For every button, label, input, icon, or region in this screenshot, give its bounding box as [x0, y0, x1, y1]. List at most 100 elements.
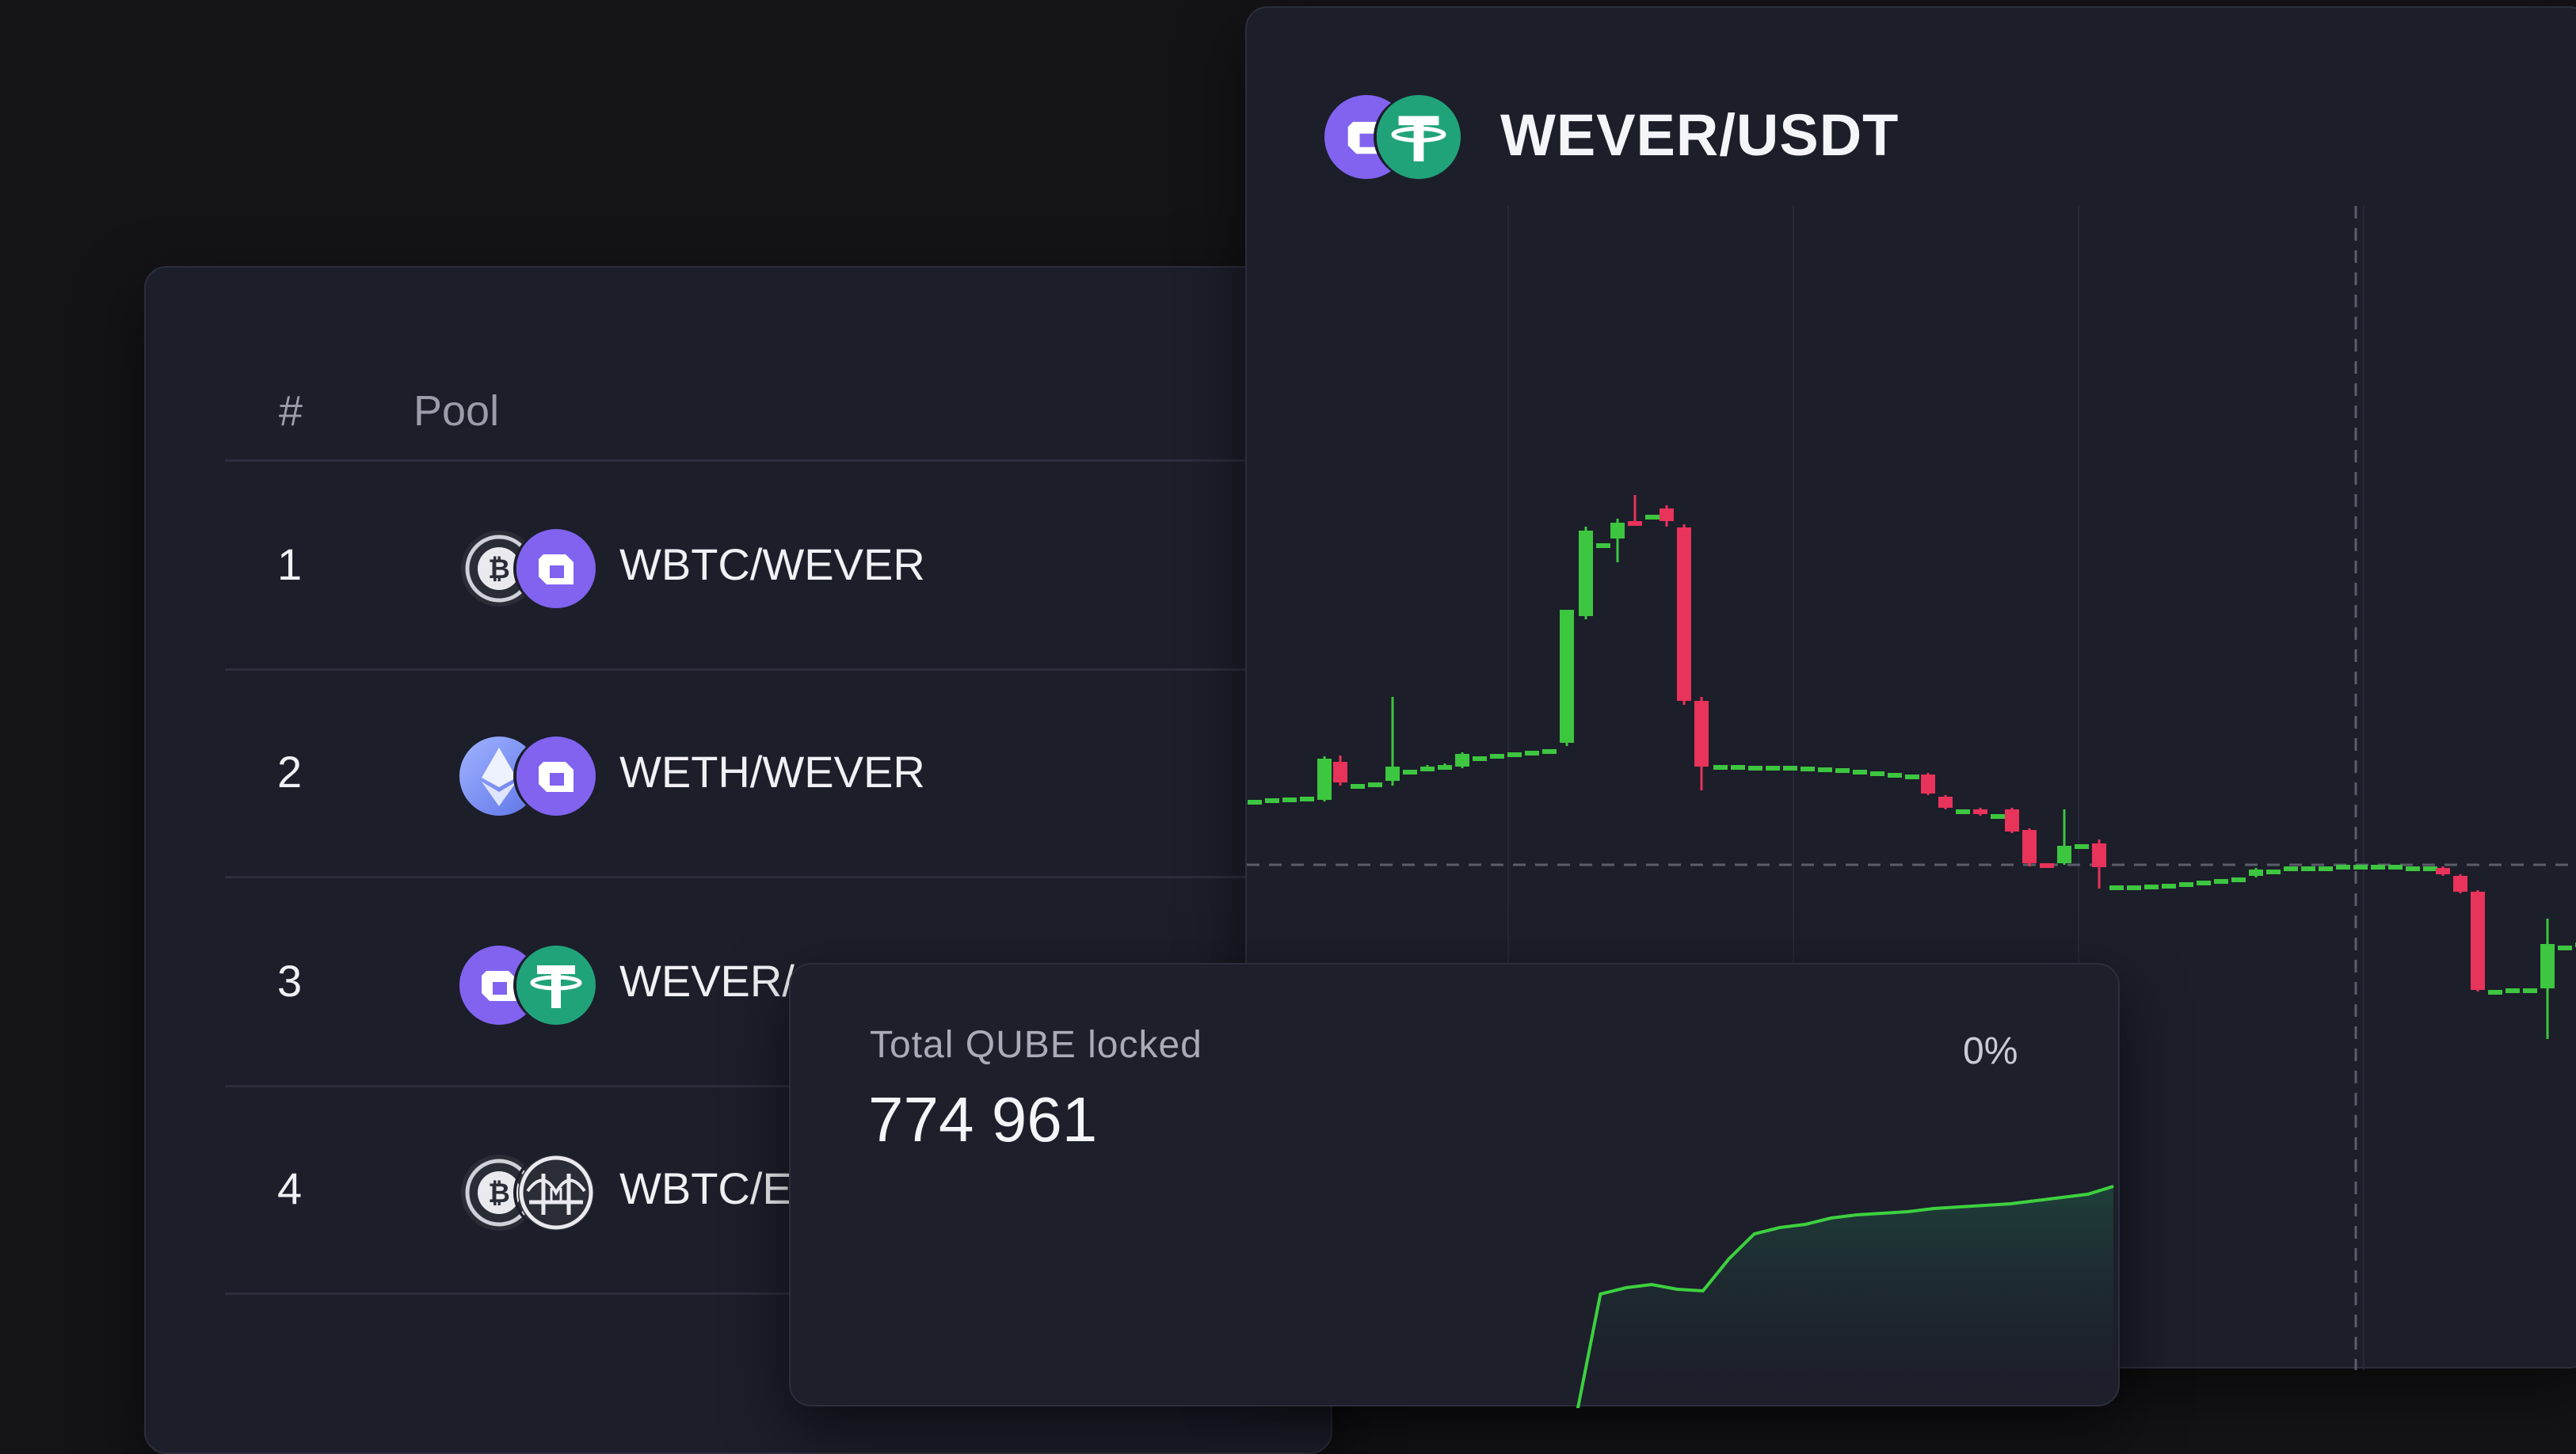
pair-icons: ₿: [459, 1153, 610, 1232]
candle-up: [2109, 885, 2124, 890]
weth-icon: [459, 737, 539, 816]
candle-down: [1628, 495, 1642, 526]
candle-up: [1888, 773, 1902, 778]
candle-up: [1579, 527, 1593, 619]
wever-icon: [459, 946, 539, 1025]
row-rank: 3: [277, 956, 303, 1006]
candle-down: [1333, 756, 1347, 786]
tvl-point: [1728, 1258, 1729, 1260]
candle-up: [1265, 798, 1279, 803]
candle-up: [1783, 766, 1797, 771]
candle-up: [1731, 765, 1745, 770]
candle-up: [1542, 749, 1557, 754]
tvl-point: [1959, 1206, 1961, 1208]
candle-up: [1560, 610, 1574, 746]
candle-up: [2301, 866, 2315, 871]
tvl-area: [1577, 1186, 2113, 1408]
candle-up: [1905, 775, 1919, 779]
candle-down: [1921, 773, 1935, 795]
column-header-rank: #: [279, 387, 303, 435]
tvl-point: [1804, 1224, 1806, 1225]
candle-down: [1677, 524, 1691, 705]
tvl-point: [1856, 1214, 1858, 1216]
candle-up: [1766, 766, 1780, 771]
row-rank: 2: [277, 747, 303, 797]
candle-up: [2506, 988, 2520, 993]
candle-up: [1368, 782, 1382, 787]
candle-up: [2162, 884, 2176, 889]
pair-icons: [459, 946, 610, 1025]
column-header-pool[interactable]: Pool: [413, 387, 500, 435]
candle-down: [2005, 808, 2019, 833]
row-divider: [225, 876, 1334, 878]
candle-up: [1645, 515, 1660, 520]
candle-up: [1420, 765, 1435, 771]
row-rank: 1: [277, 539, 303, 589]
tvl-value: 774 961: [868, 1084, 1098, 1155]
candle-up: [1835, 768, 1850, 773]
candle-up: [2266, 870, 2281, 874]
candle-up: [2558, 946, 2572, 950]
pair-icons: [459, 737, 610, 816]
header-divider: [225, 459, 1334, 462]
pair-name: WBTC/E: [619, 1163, 792, 1213]
candle-up: [1748, 766, 1762, 771]
pair-name: WBTC/WEVER: [619, 539, 925, 589]
candle-down: [2453, 874, 2467, 893]
candle-up: [2523, 988, 2537, 993]
candle-up: [1853, 770, 1867, 775]
candle-up: [2144, 885, 2159, 889]
candle-up: [1438, 763, 1452, 770]
tvl-change: 0%: [1963, 1030, 2018, 1072]
tvl-point: [1677, 1288, 1679, 1290]
candle-up: [2319, 866, 2333, 871]
wever-icon: [516, 529, 596, 608]
pools-table-card: # Pool 1 ₿ WBTC/WEVER 2 WETH/WEVER: [144, 266, 1334, 1454]
row-divider: [225, 1085, 1334, 1087]
candle-up: [2406, 866, 2420, 871]
tvl-point: [2010, 1203, 2011, 1205]
chart-pair-title: WEVER/USDT: [1500, 102, 1900, 168]
candle-down: [2436, 866, 2450, 876]
tvl-point: [2061, 1197, 2063, 1198]
candle-down: [1694, 697, 1709, 790]
candle-down: [2471, 890, 2485, 992]
candle-up: [2057, 809, 2071, 865]
candle-up: [2249, 868, 2263, 877]
pair-icons: [1324, 95, 1461, 179]
candle-up: [1507, 752, 1522, 757]
candle-up: [2353, 865, 2368, 870]
candle-up: [1248, 800, 1262, 805]
candle-up: [1473, 756, 1487, 761]
tvl-point: [2113, 1186, 2114, 1187]
candle-down: [2092, 839, 2106, 889]
candle-up: [2214, 879, 2228, 884]
wever-icon: [516, 737, 596, 816]
candle-up: [1713, 765, 1728, 770]
tvl-point: [1984, 1205, 1986, 1206]
svg-text:₿: ₿: [488, 554, 510, 585]
wbtc-icon: ₿: [459, 529, 539, 608]
usdt-icon: [1377, 95, 1461, 179]
candle-up: [2197, 881, 2211, 885]
pair-icons: ₿: [459, 529, 610, 608]
svg-text:₿: ₿: [488, 1178, 510, 1209]
pair-name: WETH/WEVER: [619, 747, 925, 797]
pair-name: WEVER/: [619, 956, 795, 1006]
tvl-label: Total QUBE locked: [870, 1024, 1202, 1066]
candle-down: [1660, 505, 1674, 527]
candle-up: [1300, 797, 1314, 801]
candle-up: [1818, 767, 1832, 772]
candle-up: [2336, 865, 2350, 870]
candle-up: [1282, 797, 1297, 802]
candle-up: [1490, 754, 1504, 759]
candle-up: [1956, 809, 1970, 814]
candle-up: [1385, 697, 1400, 786]
candle-down: [1973, 808, 1987, 816]
tvl-point: [1599, 1293, 1601, 1295]
candle-up: [1351, 784, 1365, 789]
candle-up: [2075, 844, 2089, 849]
row-divider: [225, 668, 1334, 671]
tvl-card: Total QUBE locked 774 961 0%: [789, 963, 2120, 1408]
tvl-point: [1882, 1212, 1884, 1214]
